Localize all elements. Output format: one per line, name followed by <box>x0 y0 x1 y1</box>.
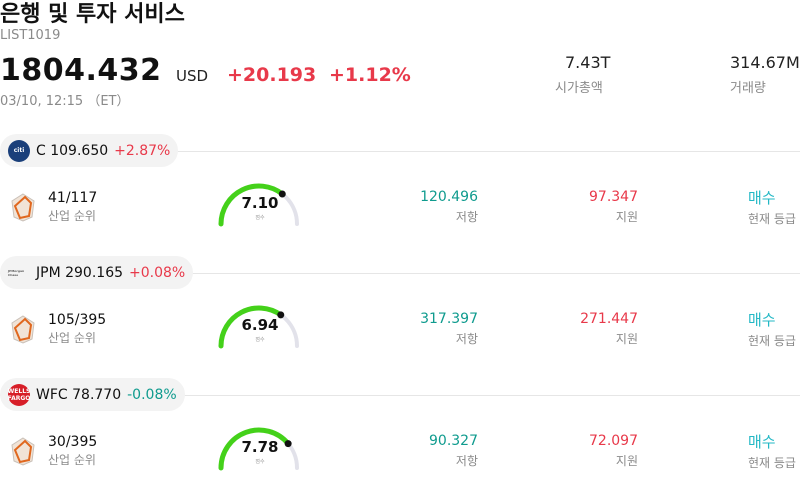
support-value: 72.097 <box>589 433 638 449</box>
stock-section-jpm: JPMorgan Chase JPM 290.165 +0.08% 105/395 산업… <box>0 256 800 378</box>
industry-rank-value: 105/395 <box>48 312 107 328</box>
industry-rank-value: 41/117 <box>48 190 98 206</box>
company-logo-icon: WELLS FARGO <box>8 383 30 406</box>
score-value: 7.10 <box>241 194 279 212</box>
section-divider <box>0 151 800 152</box>
stock-ticker: JPM <box>36 264 61 281</box>
score-gauge: 7.78 점수 <box>214 420 304 474</box>
pentagon-badge-icon <box>11 315 35 344</box>
stock-pill[interactable]: JPMorgan Chase JPM 290.165 +0.08% <box>0 256 194 289</box>
stock-change: +0.08% <box>129 264 186 281</box>
gauge-fill <box>218 427 291 471</box>
score-value: 7.78 <box>241 438 279 456</box>
score-label: 점수 <box>255 459 265 465</box>
quote-timestamp: 03/10, 12:15 （ET） <box>0 94 130 109</box>
gauge-needle-dot <box>284 440 292 448</box>
stock-section-wfc: WELLS FARGO WFC 78.770 -0.08% 30/395 산업 순위 7.… <box>0 378 800 500</box>
stock-price: 290.165 <box>65 264 124 281</box>
stock-pill[interactable]: citi C 109.650 +2.87% <box>0 134 179 167</box>
resistance-value: 120.496 <box>420 189 478 205</box>
score-label: 점수 <box>255 215 265 221</box>
stock-price: 109.650 <box>50 142 109 159</box>
current-rating-label: 현재 등급 <box>748 456 796 470</box>
index-code: LIST1019 <box>0 28 61 43</box>
stock-pill[interactable]: WELLS FARGO WFC 78.770 -0.08% <box>0 378 185 411</box>
gauge-fill <box>218 183 285 227</box>
price-change-percent: +1.12% <box>329 64 411 86</box>
score-label: 점수 <box>255 337 265 343</box>
support-label: 지원 <box>615 210 638 224</box>
stock-ticker-price: WFC 78.770 <box>36 387 121 403</box>
industry-rank-label: 산업 순위 <box>48 331 96 345</box>
current-rating-label: 현재 등급 <box>748 334 796 348</box>
gauge-needle-dot <box>278 190 286 198</box>
industry-rank-value: 30/395 <box>48 434 98 450</box>
stock-ticker-price: C 109.650 <box>36 143 108 159</box>
section-divider <box>0 273 800 274</box>
resistance-label: 저항 <box>455 210 478 224</box>
current-rating-label: 현재 등급 <box>748 212 796 226</box>
industry-rank-icon <box>10 192 36 222</box>
pentagon-badge-icon <box>11 437 35 466</box>
industry-rank-label: 산업 순위 <box>48 453 96 467</box>
price-change: +20.193 <box>227 64 317 86</box>
gauge-fill <box>218 305 284 349</box>
gauge-needle-dot <box>277 311 285 319</box>
currency-label: USD <box>176 67 209 85</box>
stock-ticker: C <box>36 142 46 159</box>
index-price: 1804.432 <box>0 53 162 88</box>
support-value: 271.447 <box>580 311 638 327</box>
stock-change: +2.87% <box>114 142 171 159</box>
stock-ticker: WFC <box>36 386 68 403</box>
score-gauge: 7.10 점수 <box>214 176 304 230</box>
page-title: 은행 및 투자 서비스 <box>0 2 185 27</box>
current-rating[interactable]: 매수 <box>748 311 776 329</box>
support-label: 지원 <box>615 332 638 346</box>
stock-ticker-price: JPM 290.165 <box>36 265 123 281</box>
section-divider <box>0 395 800 396</box>
industry-rank-label: 산업 순위 <box>48 209 96 223</box>
market-cap-value: 7.43T <box>565 53 611 72</box>
volume-value: 314.67M <box>730 53 800 72</box>
company-logo-icon: JPMorgan Chase <box>8 261 30 284</box>
industry-rank-icon <box>10 436 36 466</box>
score-value: 6.94 <box>241 316 279 334</box>
stock-change: -0.08% <box>127 386 177 403</box>
support-label: 지원 <box>615 454 638 468</box>
resistance-label: 저항 <box>455 454 478 468</box>
company-logo-icon: citi <box>8 139 30 162</box>
support-value: 97.347 <box>589 189 638 205</box>
industry-rank-icon <box>10 314 36 344</box>
resistance-value: 90.327 <box>429 433 478 449</box>
volume-label: 거래량 <box>730 81 766 96</box>
resistance-value: 317.397 <box>420 311 478 327</box>
stock-section-c: citi C 109.650 +2.87% 41/117 산업 순위 7.10 점수 120.… <box>0 134 800 256</box>
resistance-label: 저항 <box>455 332 478 346</box>
score-gauge: 6.94 점수 <box>214 298 304 352</box>
current-rating[interactable]: 매수 <box>748 433 776 451</box>
pentagon-badge-icon <box>11 193 35 222</box>
stock-price: 78.770 <box>72 386 122 403</box>
current-rating[interactable]: 매수 <box>748 189 776 207</box>
market-cap-label: 시가총액 <box>555 81 603 96</box>
